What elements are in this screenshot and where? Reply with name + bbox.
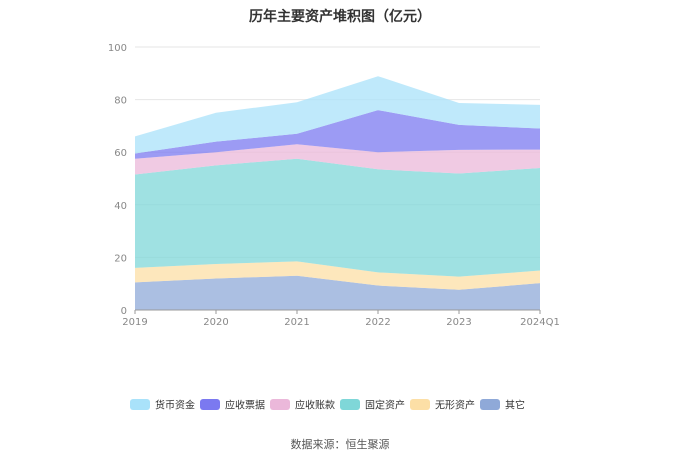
legend-label: 应收账款 xyxy=(295,399,335,412)
x-tick-label: 2020 xyxy=(203,317,228,328)
legend-label: 其它 xyxy=(505,399,525,412)
x-tick-label: 2021 xyxy=(284,317,309,328)
legend-item-其它[interactable]: 其它 xyxy=(480,399,525,412)
legend-item-固定资产[interactable]: 固定资产 xyxy=(340,399,405,412)
legend-swatch xyxy=(270,399,290,410)
y-tick-label: 80 xyxy=(114,96,127,107)
x-tick-label: 2019 xyxy=(122,317,147,328)
x-tick-label: 2024Q1 xyxy=(520,317,560,328)
area-series-应收票据[interactable] xyxy=(135,110,540,159)
legend-label: 货币资金 xyxy=(155,399,195,412)
chart-title: 历年主要资产堆积图（亿元） xyxy=(249,9,431,25)
legend-swatch xyxy=(410,399,430,410)
legend-label: 无形资产 xyxy=(435,399,475,412)
x-tick-label: 2022 xyxy=(365,317,390,328)
legend-item-应收账款[interactable]: 应收账款 xyxy=(270,399,335,412)
legend-swatch xyxy=(480,399,500,410)
area-series-无形资产[interactable] xyxy=(135,261,540,290)
y-tick-label: 40 xyxy=(114,201,127,212)
area-series-应收账款[interactable] xyxy=(135,144,540,175)
y-tick-label: 20 xyxy=(114,253,127,264)
axis-layer: 0 20 40 60 80 100 2019 2020 2021 2022 2023 2024Q1 xyxy=(108,43,560,328)
x-tick-label: 2023 xyxy=(446,317,471,328)
legend-label: 固定资产 xyxy=(365,399,405,412)
y-tick-label: 60 xyxy=(114,148,127,159)
legend-item-货币资金[interactable]: 货币资金 xyxy=(130,399,195,412)
stacked-area-chart: 0 20 40 60 80 100 2019 2020 2021 2022 2023 2024Q1 货… xyxy=(108,43,560,412)
data-source: 数据来源：恒生聚源 xyxy=(290,438,390,451)
y-tick-label: 0 xyxy=(121,306,127,317)
legend[interactable]: 货币资金 应收票据 应收账款 固定资产 无形资产 其它 xyxy=(130,399,525,412)
legend-swatch xyxy=(200,399,220,410)
legend-item-应收票据[interactable]: 应收票据 xyxy=(200,399,265,412)
legend-swatch xyxy=(130,399,150,410)
area-series-货币资金[interactable] xyxy=(135,76,540,154)
legend-item-无形资产[interactable]: 无形资产 xyxy=(410,399,475,412)
y-tick-label: 100 xyxy=(108,43,127,54)
legend-label: 应收票据 xyxy=(225,399,265,412)
area-series-固定资产[interactable] xyxy=(135,158,540,277)
area-series-其它[interactable] xyxy=(135,275,540,310)
legend-swatch xyxy=(340,399,360,410)
area-layer xyxy=(135,76,540,310)
